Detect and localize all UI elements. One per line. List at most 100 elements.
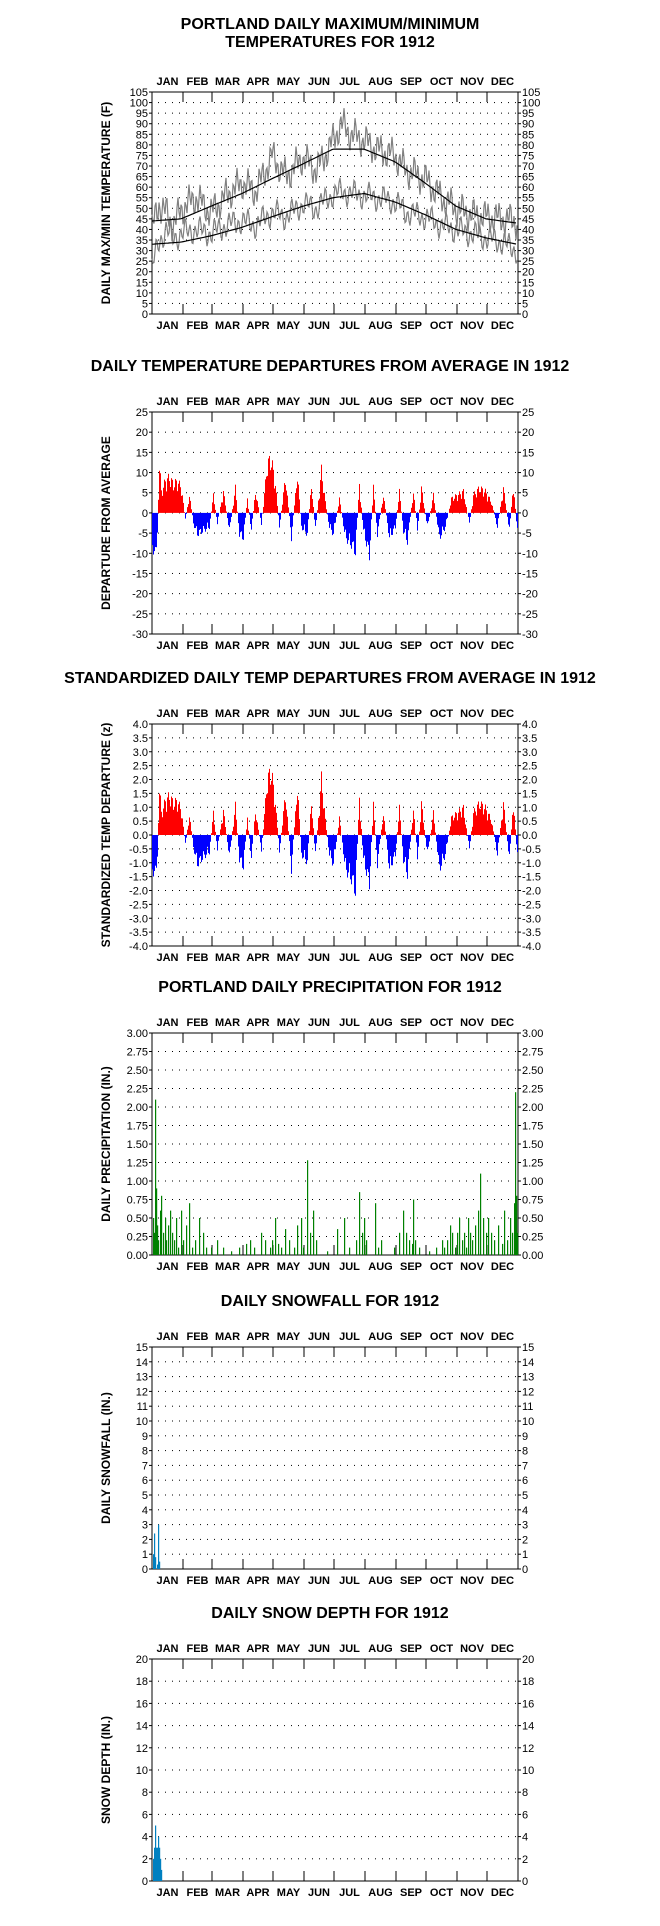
grid-dot xyxy=(361,123,362,125)
y-tick-label-right: 1.00 xyxy=(522,1176,543,1188)
grid-dot xyxy=(403,1376,404,1378)
grid-dot xyxy=(410,228,411,230)
grid-dot xyxy=(319,260,320,262)
grid-dot xyxy=(382,250,383,252)
grid-dot xyxy=(193,1069,194,1071)
departure-bar xyxy=(183,502,184,513)
grid-dot xyxy=(326,260,327,262)
grid-dot xyxy=(347,806,348,808)
grid-dot xyxy=(487,876,488,878)
grid-dot xyxy=(179,1509,180,1511)
grid-dot xyxy=(515,1390,516,1392)
grid-dot xyxy=(221,1361,222,1363)
grid-dot xyxy=(242,1494,243,1496)
grid-dot xyxy=(473,228,474,230)
grid-dot xyxy=(172,451,173,453)
grid-dot xyxy=(249,593,250,595)
month-label: JUN xyxy=(308,708,330,720)
grid-dot xyxy=(438,1464,439,1466)
grid-dot xyxy=(214,765,215,767)
grid-dot xyxy=(494,848,495,850)
grid-dot xyxy=(466,1361,467,1363)
grid-dot xyxy=(179,876,180,878)
grid-dot xyxy=(508,1162,509,1163)
grid-dot xyxy=(361,917,362,919)
grid-dot xyxy=(200,154,201,156)
grid-dot xyxy=(494,862,495,864)
grid-dot xyxy=(417,1538,418,1540)
departure-bar xyxy=(424,829,425,835)
grid-dot xyxy=(403,737,404,739)
grid-dot xyxy=(466,154,467,156)
departure-bar xyxy=(511,506,512,513)
departure-bar xyxy=(414,819,415,835)
grid-dot xyxy=(466,820,467,822)
grid-dot xyxy=(438,820,439,822)
grid-dot xyxy=(305,1553,306,1555)
grid-dot xyxy=(347,1199,348,1200)
grid-dot xyxy=(333,931,334,933)
grid-dot xyxy=(347,890,348,891)
grid-dot xyxy=(158,492,159,494)
grid-dot xyxy=(305,123,306,125)
departure-bar xyxy=(175,797,176,835)
grid-dot xyxy=(186,806,187,808)
departure-bar xyxy=(515,508,516,513)
departure-bar xyxy=(271,780,272,835)
grid-dot xyxy=(508,792,509,794)
grid-dot xyxy=(214,779,215,780)
y-tick-label-left: 1.0 xyxy=(133,802,148,814)
grid-dot xyxy=(452,1376,453,1378)
grid-dot xyxy=(466,1199,467,1200)
grid-dot xyxy=(410,572,411,574)
departure-bar xyxy=(236,500,237,513)
departure-bar xyxy=(387,835,388,850)
grid-dot xyxy=(389,917,390,919)
departure-bar xyxy=(348,512,349,541)
grid-dot xyxy=(396,1376,397,1378)
grid-dot xyxy=(417,102,418,104)
departure-bar xyxy=(484,809,485,835)
y-tick-label-left: 0 xyxy=(142,309,148,321)
grid-dot xyxy=(242,512,243,514)
grid-dot xyxy=(207,102,208,104)
standardized-chart: JANJANFEBFEBMARMARAPRAPRMAYMAYJUNJUNJULJ… xyxy=(99,708,541,964)
grid-dot xyxy=(319,1479,320,1481)
grid-dot xyxy=(235,218,236,220)
grid-dot xyxy=(158,186,159,188)
grid-dot xyxy=(438,102,439,104)
grid-dot xyxy=(256,765,257,767)
grid-dot xyxy=(270,250,271,252)
grid-dot xyxy=(501,532,502,534)
grid-dot xyxy=(340,250,341,252)
departure-bar xyxy=(181,495,182,513)
grid-dot xyxy=(207,512,208,514)
departure-bar xyxy=(492,505,493,513)
month-label: MAY xyxy=(277,640,301,652)
grid-dot xyxy=(319,302,320,304)
grid-dot xyxy=(396,260,397,262)
grid-dot xyxy=(298,1143,299,1145)
grid-dot xyxy=(179,1464,180,1466)
grid-dot xyxy=(438,492,439,494)
y-tick-label-left: 35 xyxy=(136,235,148,247)
grid-dot xyxy=(333,292,334,294)
y-tick-label-right: 105 xyxy=(522,87,540,99)
departure-bar xyxy=(281,510,282,513)
y-tick-label-left: 75 xyxy=(136,150,148,162)
departure-bar xyxy=(411,829,412,835)
grid-dot xyxy=(375,144,376,146)
grid-dot xyxy=(480,765,481,767)
grid-dot xyxy=(186,302,187,304)
grid-dot xyxy=(375,1143,376,1145)
grid-dot xyxy=(368,431,369,433)
value-bar xyxy=(155,1099,157,1255)
grid-dot xyxy=(207,492,208,494)
grid-dot xyxy=(508,593,509,595)
grid-dot xyxy=(172,765,173,767)
grid-dot xyxy=(480,431,481,433)
grid-dot xyxy=(228,176,229,178)
grid-dot xyxy=(368,737,369,739)
grid-dot xyxy=(431,593,432,595)
grid-dot xyxy=(235,931,236,933)
